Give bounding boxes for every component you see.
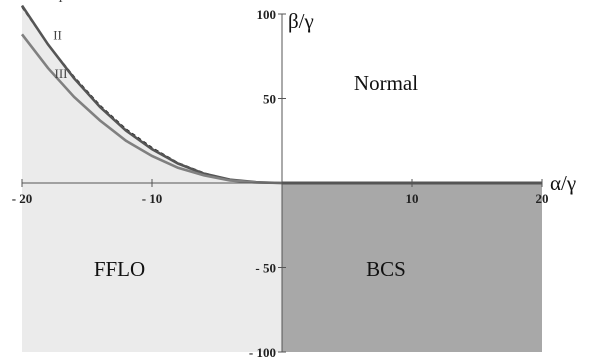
region-label-fflo: FFLO bbox=[94, 257, 145, 281]
region-label-bcs: BCS bbox=[366, 257, 406, 281]
region-fflo-area bbox=[22, 183, 282, 352]
y-tick-label: 100 bbox=[257, 7, 277, 22]
x-tick-label: 20 bbox=[536, 191, 549, 206]
axes bbox=[21, 13, 543, 353]
region-layer bbox=[22, 5, 542, 352]
annotations: IIIIIINormalFFLOBCS bbox=[53, 0, 418, 281]
x-tick-label: 10 bbox=[406, 191, 419, 206]
region-label-normal: Normal bbox=[354, 71, 418, 95]
y-axis-label: β/γ bbox=[288, 9, 314, 33]
series-line-III bbox=[20, 33, 283, 185]
series-label-III: III bbox=[55, 66, 68, 81]
series-label-II: II bbox=[53, 27, 62, 42]
region-bcs-area bbox=[282, 183, 542, 352]
x-tick-label: - 10 bbox=[142, 191, 163, 206]
y-tick-label: 50 bbox=[263, 92, 276, 107]
y-tick-label: - 100 bbox=[249, 345, 276, 360]
x-axis-label: α/γ bbox=[550, 171, 576, 195]
y-tick-label: - 50 bbox=[255, 261, 276, 276]
series-label-I: I bbox=[58, 0, 62, 5]
x-tick-label: - 20 bbox=[12, 191, 33, 206]
tick-labels: - 20 - 10 10 20 100 50 - 50 - 100 bbox=[12, 7, 549, 360]
region-fflo-upper-area bbox=[22, 5, 282, 183]
